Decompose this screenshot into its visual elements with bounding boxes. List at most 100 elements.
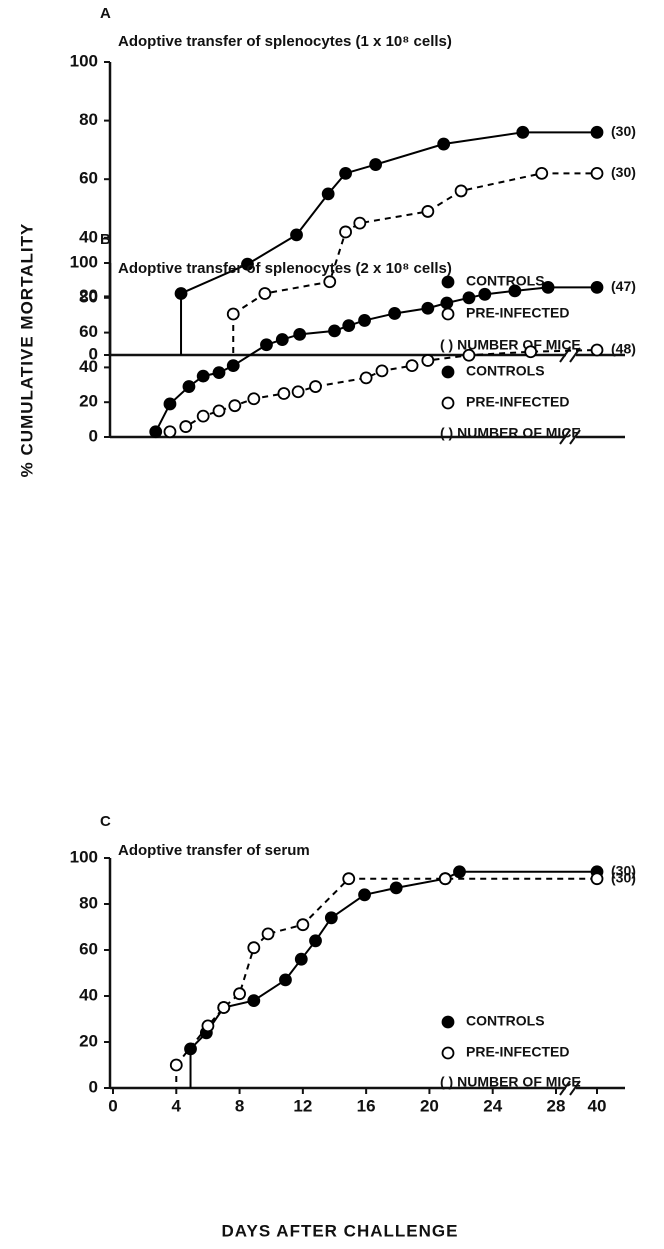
legend-marker	[441, 1015, 455, 1029]
data-point	[233, 987, 246, 1001]
data-point	[179, 420, 193, 433]
end-label: (48)	[611, 341, 636, 357]
data-point	[375, 364, 389, 378]
end-label: (47)	[611, 278, 636, 294]
data-point	[196, 409, 210, 423]
axis-break	[559, 429, 581, 445]
legend-label: CONTROLS	[466, 1013, 545, 1029]
data-point	[260, 338, 273, 352]
data-point	[324, 911, 338, 925]
data-point	[275, 333, 289, 346]
legend-marker	[441, 307, 455, 321]
data-point	[437, 137, 451, 151]
data-point	[294, 952, 308, 966]
data-point	[342, 872, 356, 886]
end-label: (30)	[611, 869, 636, 885]
x-tick-label: 12	[293, 1096, 312, 1115]
legend-marker	[441, 275, 455, 289]
data-point	[169, 1058, 183, 1072]
data-point	[590, 125, 604, 139]
data-point	[228, 399, 242, 413]
data-point	[342, 319, 356, 333]
panel-title: Adoptive transfer of splenocytes (1 x 10…	[118, 33, 452, 50]
data-point	[247, 994, 261, 1007]
data-point	[261, 927, 275, 941]
legend-label: PRE-INFECTED	[466, 305, 569, 321]
legend-label: PRE-INFECTED	[466, 1044, 569, 1060]
y-tick-label: 0	[89, 426, 98, 445]
y-tick-label: 40	[79, 227, 98, 246]
data-point	[590, 280, 604, 294]
data-point	[293, 327, 307, 341]
end-label: (30)	[611, 164, 636, 180]
x-tick-label: 8	[235, 1096, 244, 1115]
data-point	[339, 225, 352, 239]
data-point	[508, 284, 522, 298]
y-tick-label: 80	[79, 893, 98, 912]
data-point	[163, 397, 177, 411]
panel-letter: A	[100, 5, 111, 22]
data-point	[453, 865, 466, 879]
data-point	[196, 369, 210, 383]
data-point	[217, 1001, 231, 1014]
data-point	[291, 385, 305, 399]
y-tick-label: 40	[79, 357, 98, 376]
data-point	[358, 314, 371, 327]
axis-break	[559, 1080, 581, 1096]
y-tick-label: 100	[70, 252, 98, 271]
data-point	[535, 166, 549, 180]
data-point	[590, 166, 604, 180]
data-point	[212, 404, 226, 418]
legend-marker	[441, 365, 455, 379]
data-point	[478, 287, 492, 301]
data-point	[421, 205, 435, 218]
data-point	[226, 307, 240, 321]
legend-note: ( ) NUMBER OF MICE	[440, 337, 581, 353]
y-tick-label: 60	[79, 169, 98, 188]
data-point	[462, 291, 476, 305]
data-point	[405, 359, 419, 373]
data-point	[590, 872, 604, 886]
data-point	[247, 392, 261, 406]
data-point	[182, 380, 196, 393]
data-point	[149, 425, 163, 439]
data-point	[590, 343, 604, 357]
data-point	[328, 324, 341, 338]
data-point	[321, 187, 335, 201]
x-tick-label: 40	[588, 1096, 607, 1115]
data-point	[201, 1019, 215, 1033]
legend-label: CONTROLS	[466, 363, 545, 379]
legend-label: PRE-INFECTED	[466, 394, 569, 410]
y-tick-label: 80	[79, 287, 98, 306]
data-point	[296, 918, 310, 932]
data-point	[462, 348, 476, 362]
end-label: (30)	[611, 863, 636, 879]
series-line	[175, 877, 597, 1066]
data-point	[358, 888, 371, 902]
panel-title: Adoptive transfer of serum	[118, 842, 310, 859]
data-point	[309, 934, 322, 948]
legend-note: ( ) NUMBER OF MICE	[440, 425, 581, 441]
legend-note: ( ) NUMBER OF MICE	[440, 1074, 581, 1090]
data-point	[524, 345, 538, 359]
data-point	[212, 366, 226, 380]
data-point	[541, 280, 555, 294]
data-point	[421, 354, 435, 367]
data-point	[454, 184, 468, 198]
x-tick-label: 28	[547, 1096, 566, 1115]
y-tick-label: 20	[79, 1031, 98, 1050]
legend-marker	[441, 1046, 455, 1060]
legend-label: CONTROLS	[466, 273, 545, 289]
data-point	[353, 216, 367, 230]
data-point	[421, 301, 435, 315]
data-point	[226, 359, 240, 373]
data-point	[309, 380, 322, 393]
data-point	[290, 228, 303, 242]
data-point	[440, 296, 454, 310]
y-tick-label: 60	[79, 322, 98, 341]
data-point	[323, 275, 337, 289]
data-point	[388, 307, 402, 320]
x-axis-title: DAYS AFTER CHALLENGE	[222, 1221, 459, 1240]
data-point	[277, 387, 291, 400]
